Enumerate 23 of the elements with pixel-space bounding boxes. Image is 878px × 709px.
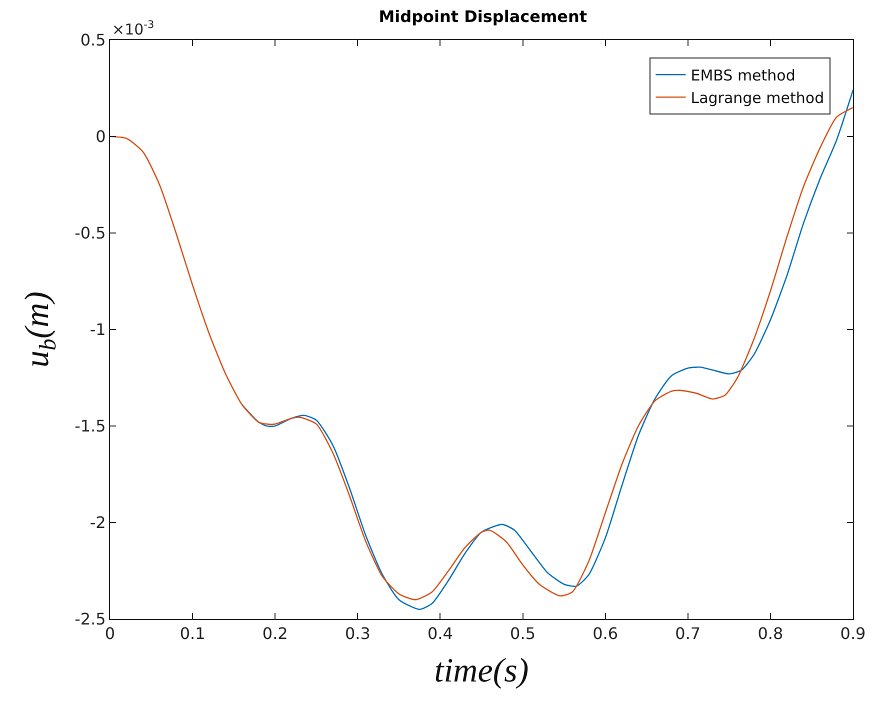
x-tick-label: 0.5 — [510, 624, 536, 644]
y-tick-label: -2.5 — [74, 610, 106, 629]
legend-label: EMBS method — [690, 66, 796, 84]
x-axis-title: time(s) — [434, 652, 529, 690]
y-tick-label: 0.5 — [80, 30, 106, 50]
chart-title: Midpoint Displacement — [378, 6, 588, 26]
text: ×10$^{-3}$ — [112, 19, 154, 38]
x-tick-label: 0.9 — [840, 624, 866, 644]
x-tick-label: 0.4 — [427, 624, 453, 644]
y-tick-label: -1 — [90, 320, 106, 340]
y-tick-label: -0.5 — [74, 224, 106, 243]
line-series — [110, 106, 853, 600]
x-tick-label: 0.3 — [344, 624, 370, 644]
x-tick-label: 0.2 — [262, 624, 288, 644]
y-tick-label: -2 — [90, 513, 106, 532]
x-tick-label: 0.1 — [180, 624, 206, 644]
x-tick-label: 0.7 — [675, 624, 701, 644]
line-series — [241, 90, 853, 610]
x-tick-label: 0.8 — [758, 624, 784, 644]
y-tick-label: -1.5 — [74, 416, 106, 436]
x-tick-label: 0.6 — [592, 624, 618, 644]
legend-label: Lagrange method — [690, 88, 824, 107]
y-tick-label: 0 — [96, 127, 106, 146]
